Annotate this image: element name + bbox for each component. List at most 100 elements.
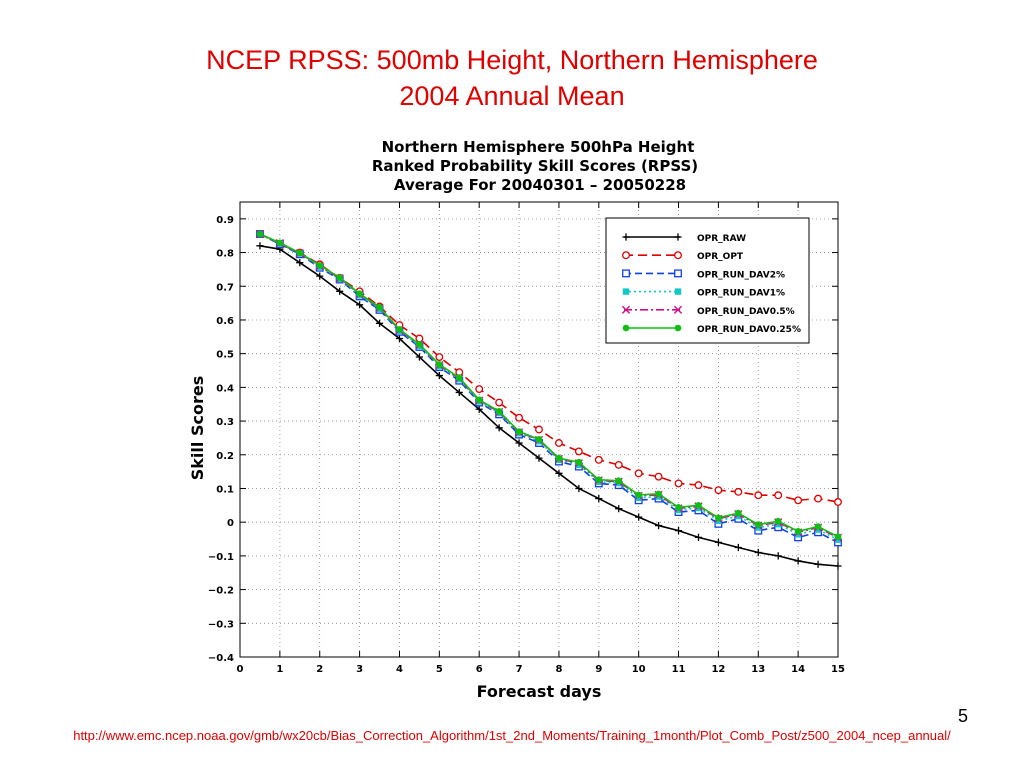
y-tick-label: 0.2 bbox=[216, 451, 234, 462]
data-point bbox=[595, 494, 603, 503]
legend-marker bbox=[673, 305, 683, 314]
data-point bbox=[654, 472, 663, 481]
data-point bbox=[635, 491, 642, 499]
data-point bbox=[515, 428, 523, 435]
x-tick-label: 1 bbox=[276, 664, 283, 675]
data-point bbox=[455, 388, 463, 397]
data-point bbox=[774, 517, 782, 525]
x-tick-label: 11 bbox=[672, 664, 686, 675]
legend-entry: OPR_OPT bbox=[622, 251, 744, 262]
x-tick-label: 5 bbox=[436, 664, 443, 675]
y-tick-label: −0.1 bbox=[208, 552, 234, 563]
chart-title-line1: Northern Hemisphere 500hPa Height bbox=[382, 138, 695, 156]
data-point bbox=[395, 334, 404, 343]
data-point bbox=[834, 498, 842, 506]
x-tick-label: 15 bbox=[831, 664, 845, 675]
data-point bbox=[575, 458, 583, 466]
data-point bbox=[555, 469, 563, 477]
data-point bbox=[376, 303, 383, 311]
chart-title-line3: Average For 20040301 – 20050228 bbox=[394, 176, 686, 194]
legend-label: OPR_RUN_DAV2% bbox=[697, 270, 785, 280]
legend-label: OPR_OPT bbox=[697, 252, 744, 262]
data-point bbox=[675, 504, 682, 511]
y-tick-label: 0.8 bbox=[216, 249, 234, 260]
x-tick-label: 10 bbox=[632, 664, 646, 675]
data-point bbox=[634, 469, 643, 478]
data-point bbox=[575, 484, 583, 493]
slide-title-line2: 2004 Annual Mean bbox=[399, 81, 625, 111]
data-point bbox=[814, 560, 822, 568]
data-point bbox=[356, 301, 364, 309]
series-line bbox=[259, 233, 839, 538]
y-tick-label: 0.4 bbox=[216, 383, 234, 394]
y-tick-label: 0.1 bbox=[216, 484, 234, 495]
legend-marker bbox=[622, 288, 630, 295]
source-url-link[interactable]: http://www.emc.ncep.noaa.gov/gmb/wx20cb/… bbox=[73, 728, 951, 743]
series-line bbox=[259, 233, 839, 503]
data-point bbox=[635, 513, 643, 521]
data-point bbox=[455, 374, 463, 381]
x-tick-label: 7 bbox=[516, 664, 523, 675]
slide-title-line1: NCEP RPSS: 500mb Height, Northern Hemisp… bbox=[206, 45, 818, 75]
legend: OPR_RAW OPR_OPT OPR_RUN_DAV2% OPR_RUN_DAV1%… bbox=[605, 217, 810, 344]
x-tick-label: 2 bbox=[316, 664, 323, 675]
x-tick-label: 9 bbox=[595, 664, 602, 675]
legend-entry: OPR_RUN_DAV0.25% bbox=[622, 324, 801, 335]
y-axis-label: Skill Scores bbox=[188, 376, 207, 480]
series-lines bbox=[255, 229, 843, 570]
series-line bbox=[259, 245, 839, 567]
data-point bbox=[754, 491, 763, 500]
data-point bbox=[336, 287, 344, 295]
data-point bbox=[415, 334, 424, 343]
data-point bbox=[296, 259, 304, 267]
x-tick-label: 14 bbox=[791, 664, 805, 675]
data-point bbox=[834, 562, 842, 570]
y-tick-label: 0.3 bbox=[216, 417, 234, 428]
x-tick-label: 13 bbox=[751, 664, 765, 675]
data-point bbox=[535, 435, 543, 443]
data-point bbox=[316, 262, 324, 269]
y-tick-label: 0.9 bbox=[216, 215, 234, 226]
legend-label: OPR_RUN_DAV1% bbox=[697, 289, 785, 299]
y-tick-label: −0.2 bbox=[208, 586, 234, 597]
data-point bbox=[416, 340, 423, 348]
series-OPR_RUN_DAV0.25% bbox=[256, 230, 842, 540]
data-point bbox=[615, 477, 623, 485]
legend-marker bbox=[674, 288, 682, 295]
legend-marker bbox=[622, 269, 630, 278]
data-point bbox=[415, 353, 423, 361]
data-point bbox=[475, 385, 484, 394]
data-point bbox=[296, 249, 304, 257]
x-tick-label: 8 bbox=[555, 664, 562, 675]
y-tick-label: −0.4 bbox=[208, 653, 234, 664]
y-tick-label: 0.6 bbox=[216, 316, 234, 327]
legend-marker bbox=[622, 324, 630, 332]
x-tick-label: 6 bbox=[476, 664, 483, 675]
data-point bbox=[475, 396, 483, 404]
data-point bbox=[774, 491, 783, 500]
data-point bbox=[495, 424, 503, 432]
data-point bbox=[714, 538, 722, 547]
y-tick-label: 0.7 bbox=[216, 282, 234, 293]
legend-marker bbox=[674, 324, 682, 332]
data-point bbox=[614, 460, 623, 469]
data-point bbox=[375, 319, 384, 327]
y-tick-label: 0.5 bbox=[216, 350, 234, 361]
legend-entry: OPR_RUN_DAV1% bbox=[622, 288, 785, 299]
legend-label: OPR_RAW bbox=[697, 234, 746, 244]
legend-entry: OPR_RUN_DAV2% bbox=[622, 269, 785, 280]
data-point bbox=[256, 230, 264, 238]
data-point bbox=[615, 505, 623, 513]
data-point bbox=[814, 523, 822, 530]
legend-entry: OPR_RUN_DAV0.5% bbox=[621, 305, 795, 317]
data-point bbox=[814, 494, 823, 503]
data-point bbox=[694, 481, 703, 490]
data-point bbox=[495, 398, 504, 407]
data-point bbox=[655, 490, 662, 498]
data-point bbox=[435, 371, 443, 380]
legend-marker bbox=[674, 251, 682, 260]
data-point bbox=[574, 447, 583, 456]
chart-title-line2: Ranked Probability Skill Scores (RPSS) bbox=[372, 157, 698, 175]
data-point bbox=[674, 527, 683, 535]
